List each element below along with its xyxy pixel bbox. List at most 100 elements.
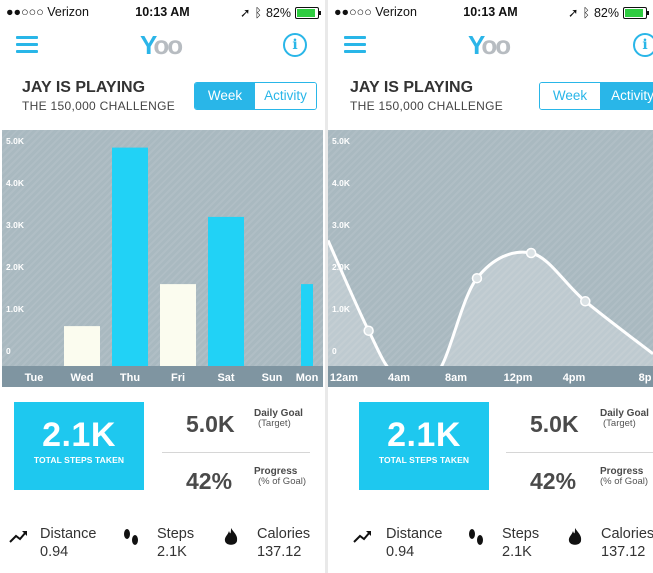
y-tick-label: 1.0K (332, 304, 351, 314)
progress-label: Progress (254, 466, 298, 477)
view-toggle: Week Activity (539, 82, 653, 110)
info-icon[interactable]: i (633, 33, 653, 57)
calories-label: Calories (601, 526, 653, 542)
y-tick-label: 2.0K (332, 262, 351, 272)
x-tick-label: 8p (639, 372, 652, 384)
x-tick-label: 8am (445, 372, 467, 384)
distance-value: 0.94 (386, 544, 415, 560)
progress-label: Progress (600, 466, 644, 477)
y-tick-label: 0 (332, 346, 337, 356)
activity-point (580, 296, 591, 307)
menu-icon[interactable] (344, 36, 366, 54)
flame-icon (224, 528, 238, 545)
progress-value: 42% (186, 468, 233, 494)
daily-goal-label: Daily Goal (600, 408, 649, 419)
calories-label: Calories (257, 526, 311, 542)
menu-icon[interactable] (16, 36, 38, 54)
flame-icon (568, 528, 582, 545)
phone-screen-activity: ●●○○○ Verizon 10:13 AM ➚ ᛒ 82% Yoo i JAY… (328, 0, 653, 573)
tab-activity[interactable]: Activity (255, 83, 316, 109)
bar-fri (160, 284, 196, 366)
status-bar: ●●○○○ Verizon 10:13 AM ➚ ᛒ 82% (328, 4, 653, 22)
y-tick-label: 4.0K (6, 178, 25, 188)
footsteps-icon (469, 529, 483, 545)
daily-goal-value: 5.0K (186, 411, 235, 437)
x-tick-label: Sun (262, 372, 283, 384)
steps-label: Steps (502, 526, 540, 542)
bar-mon (301, 284, 313, 366)
line-chart-svg: 0 1.0K 2.0K 3.0K 4.0K 5.0K (328, 136, 653, 366)
nav-bar: Yoo i (0, 30, 325, 60)
tab-week[interactable]: Week (195, 83, 255, 109)
x-tick-label: 4pm (563, 372, 586, 384)
phone-screen-week: ●●○○○ Verizon 10:13 AM ➚ ᛒ 82% Yoo i JAY… (0, 0, 325, 573)
footsteps-icon (124, 529, 138, 545)
daily-activity-chart: 0 1.0K 2.0K 3.0K 4.0K 5.0K (328, 130, 653, 366)
carrier-label: ●●○○○ Verizon (6, 5, 89, 19)
x-axis: 12am 4am 8am 12pm 4pm 8p (328, 366, 653, 387)
total-steps-card: 2.1K TOTAL STEPS TAKEN (14, 402, 144, 490)
battery-percent: 82% (593, 5, 619, 20)
bar-chart-svg: 0 1.0K 2.0K 3.0K 4.0K 5.0K (6, 136, 313, 366)
daily-goal-value: 5.0K (530, 411, 579, 437)
progress-sub: (% of Goal) (600, 476, 649, 487)
status-bar: ●●○○○ Verizon 10:13 AM ➚ ᛒ 82% (0, 4, 325, 22)
x-tick-label: Tue (25, 372, 44, 384)
daily-goal-sub: (Target) (258, 418, 291, 429)
tab-activity[interactable]: Activity (600, 83, 653, 109)
total-steps-caption: TOTAL STEPS TAKEN (378, 455, 470, 465)
x-axis: Tue Wed Thu Fri Sat Sun Mon (2, 366, 323, 387)
page-title: JAY IS PLAYING (22, 79, 146, 96)
tab-week[interactable]: Week (540, 83, 600, 109)
y-tick-label: 0 (6, 346, 11, 356)
nav-bar: Yoo i (328, 30, 653, 60)
bluetooth-icon: ᛒ (254, 5, 262, 20)
distance-label: Distance (386, 526, 443, 542)
yoo-logo: Yoo (468, 30, 511, 60)
x-tick-label: 12am (330, 372, 358, 384)
trend-arrow-icon (353, 531, 371, 543)
steps-value: 2.1K (502, 544, 532, 560)
carrier-label: ●●○○○ Verizon (334, 5, 417, 19)
x-tick-label: 12pm (504, 372, 533, 384)
x-tick-label: Wed (70, 372, 93, 384)
y-tick-label: 3.0K (332, 220, 351, 230)
activity-point (471, 272, 483, 284)
page-title: JAY IS PLAYING (350, 79, 474, 96)
x-tick-label: Sat (217, 372, 234, 384)
x-tick-label: Thu (120, 372, 140, 384)
y-tick-label: 2.0K (6, 262, 25, 272)
calories-value: 137.12 (601, 544, 646, 560)
activity-area (328, 240, 653, 366)
daily-goal-sub: (Target) (603, 418, 636, 429)
bar-wed (64, 326, 100, 366)
x-tick-label: 4am (388, 372, 410, 384)
battery-percent: 82% (265, 5, 291, 20)
total-steps-value: 2.1K (387, 416, 461, 454)
screen-divider (325, 0, 328, 573)
view-toggle: Week Activity (194, 82, 317, 110)
x-tick-label: Mon (296, 372, 319, 384)
bar-sat (208, 216, 244, 366)
y-tick-label: 1.0K (6, 304, 25, 314)
y-tick-label: 4.0K (332, 178, 351, 188)
total-steps-caption: TOTAL STEPS TAKEN (33, 455, 125, 465)
location-icon: ➚ (239, 6, 251, 20)
bar-thu (112, 147, 148, 366)
total-steps-value: 2.1K (42, 416, 116, 454)
calories-value: 137.12 (257, 544, 302, 560)
info-icon[interactable]: i (283, 33, 307, 57)
progress-sub: (% of Goal) (258, 476, 307, 487)
divider (162, 452, 310, 453)
distance-value: 0.94 (40, 544, 69, 560)
battery-icon (295, 6, 321, 19)
total-steps-card: 2.1K TOTAL STEPS TAKEN (359, 402, 489, 490)
steps-value: 2.1K (157, 544, 187, 560)
x-tick-label: Fri (171, 372, 185, 384)
daily-goal-label: Daily Goal (254, 408, 303, 419)
steps-label: Steps (157, 526, 195, 542)
trend-arrow-icon (9, 531, 27, 543)
activity-point (525, 247, 537, 259)
y-tick-label: 5.0K (332, 136, 351, 146)
page-subtitle: THE 150,000 CHALLENGE (22, 99, 176, 113)
